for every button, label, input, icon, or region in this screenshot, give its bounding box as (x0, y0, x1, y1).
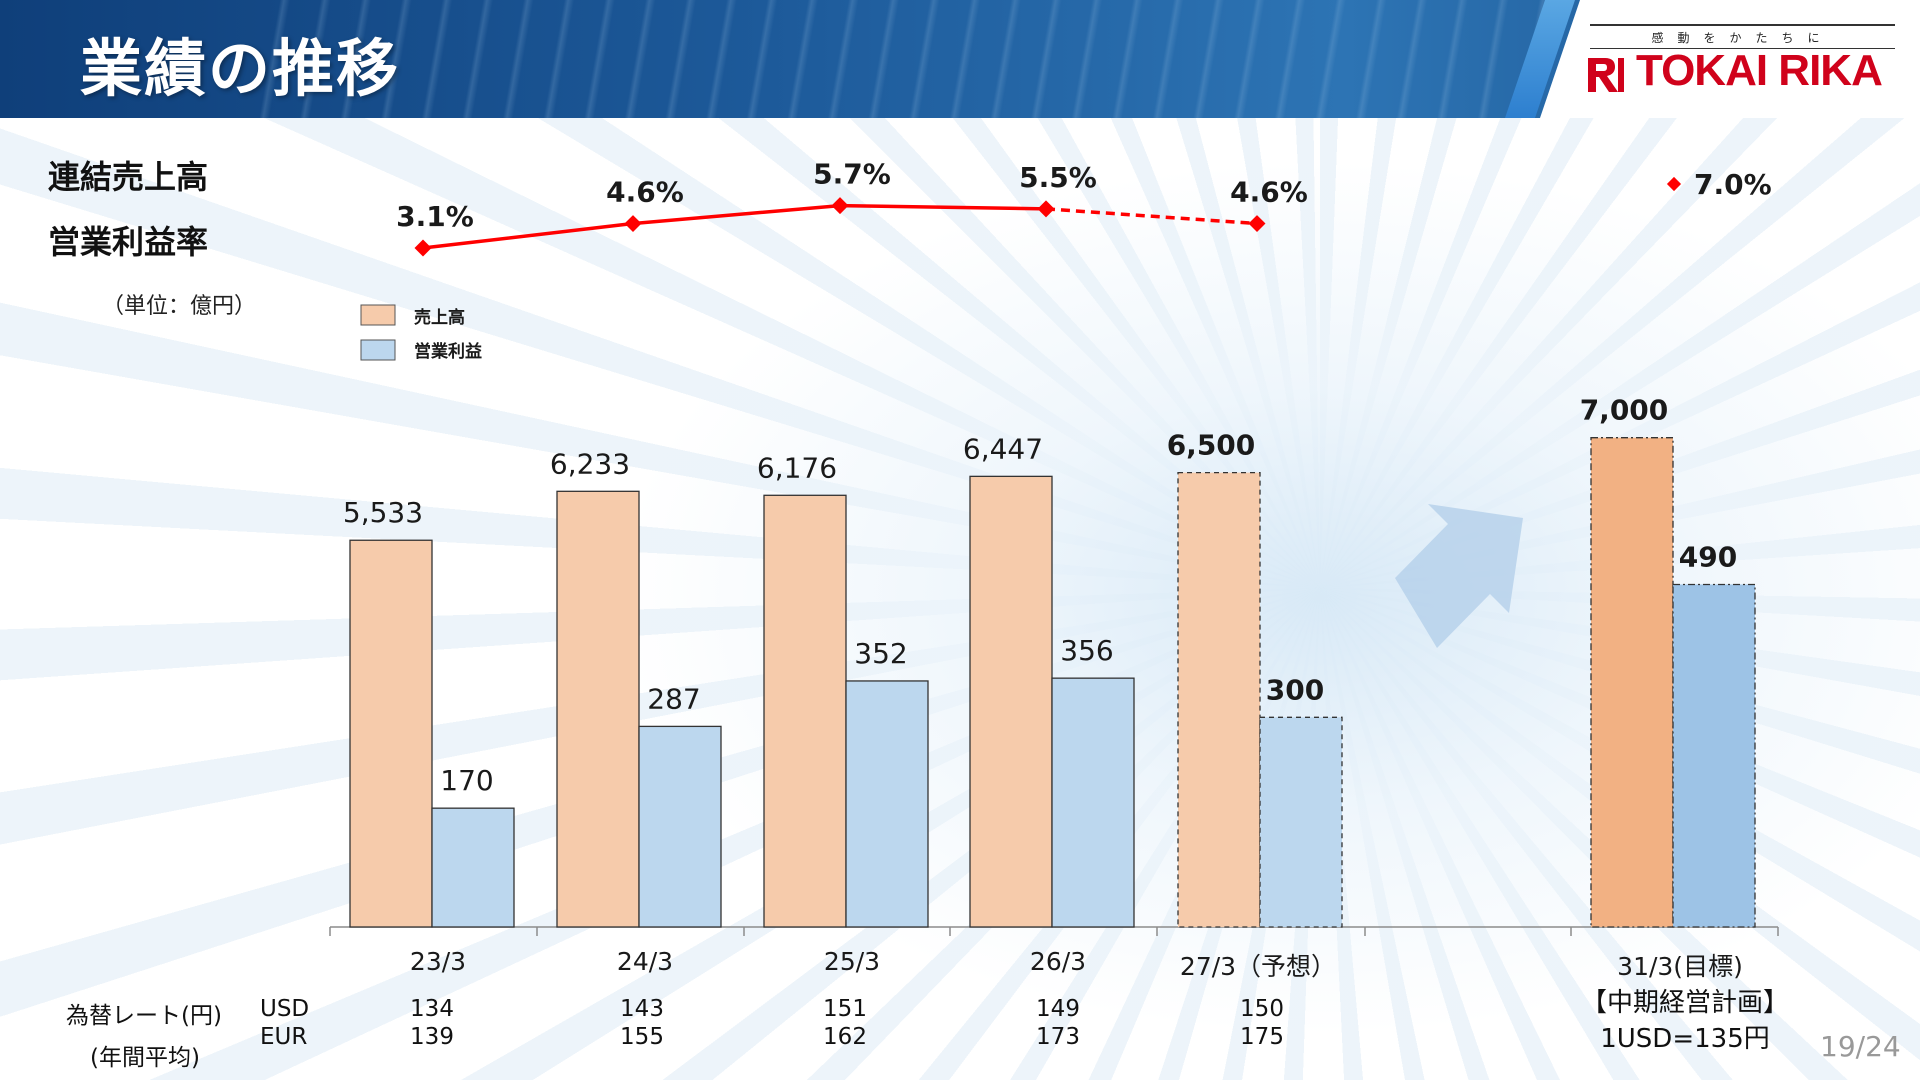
sales-side-title: 連結売上高 (48, 158, 209, 196)
fx-eur-value: 175 (1240, 1024, 1284, 1050)
fx-usd-label: USD (260, 996, 310, 1022)
margin-point (831, 197, 849, 215)
op-profit-value-label: 287 (647, 682, 700, 715)
sales-bar (556, 490, 640, 928)
op-profit-bar (1051, 677, 1135, 928)
fx-usd-value: 134 (410, 996, 454, 1022)
margin-point (1037, 200, 1055, 218)
sales-value-label: 6,176 (757, 451, 837, 484)
brand-tagline: 感動をかたちに (1590, 24, 1895, 49)
legend-sales-label: 売上高 (414, 307, 465, 328)
unit-label: （単位：億円） (102, 294, 257, 319)
legend-op-profit-label: 営業利益 (414, 341, 482, 362)
legend-sales-swatch (360, 304, 396, 326)
category-label: 26/3 (1030, 947, 1086, 976)
mid-term-plan-fx: 1USD=135円 (1600, 1024, 1770, 1054)
fx-eur-value: 155 (620, 1024, 664, 1050)
fx-usd-value: 150 (1240, 996, 1284, 1022)
category-label: 27/3（予想） (1180, 952, 1336, 981)
op-profit-bar (638, 725, 722, 928)
mid-term-plan-note: 【中期経営計画】 1USD=135円 (1565, 985, 1805, 1057)
margin-value-label: 5.7% (813, 158, 891, 191)
page-number: 19/24 (1820, 1030, 1901, 1063)
fx-usd-value: 149 (1036, 996, 1080, 1022)
sales-bar (1177, 471, 1261, 928)
sales-value-label: 6,447 (963, 432, 1043, 465)
margin-point (624, 215, 642, 233)
margin-line-actual (422, 203, 1047, 250)
margin-line-forecast (1045, 207, 1258, 226)
category-label: 25/3 (824, 947, 880, 976)
margin-target-point (1666, 176, 1682, 192)
sales-bar (763, 494, 847, 928)
op-profit-value-label: 300 (1266, 673, 1324, 706)
sales-bar (349, 539, 433, 928)
margin-value-label: 4.6% (1230, 176, 1308, 209)
trend-arrow-icon (1395, 504, 1523, 648)
fx-usd-value: 151 (823, 996, 867, 1022)
title-bar-streaks (260, 0, 1560, 118)
fx-usd-value: 143 (620, 996, 664, 1022)
fx-title: 為替レート(円) (66, 1003, 222, 1029)
op-profit-value-label: 490 (1679, 540, 1737, 573)
fx-eur-value: 139 (410, 1024, 454, 1050)
brand-mark-icon (1588, 58, 1624, 92)
op-profit-value-label: 356 (1060, 634, 1113, 667)
margin-point (414, 239, 432, 257)
margin-value-label: 4.6% (606, 176, 684, 209)
margin-value-label: 5.5% (1019, 161, 1097, 194)
op-profit-bar (1259, 716, 1343, 928)
fx-eur-value: 173 (1036, 1024, 1080, 1050)
category-label: 31/3(目標) (1617, 952, 1743, 981)
op-profit-bar (845, 680, 929, 928)
page-title: 業績の推移 (80, 32, 401, 105)
fx-eur-label: EUR (260, 1024, 308, 1050)
category-label: 23/3 (410, 947, 466, 976)
legend-op-profit-swatch (360, 339, 396, 361)
sales-value-label: 6,500 (1167, 429, 1256, 462)
margin-value-label: 3.1% (396, 200, 474, 233)
op-profit-bar (1672, 583, 1756, 928)
category-label: 24/3 (617, 947, 673, 976)
sales-bar (969, 475, 1053, 928)
mid-term-plan-title: 【中期経営計画】 (1580, 988, 1789, 1018)
margin-point (1248, 215, 1266, 233)
op-profit-value-label: 352 (854, 637, 907, 670)
sales-value-label: 5,533 (343, 496, 423, 529)
fx-eur-value: 162 (823, 1024, 867, 1050)
brand-name: TOKAI RIKA (1636, 46, 1883, 95)
margin-target-label: 7.0% (1694, 168, 1772, 201)
fx-subtitle: (年間平均) (90, 1045, 200, 1071)
op-profit-value-label: 170 (440, 764, 493, 797)
margin-side-title: 営業利益率 (48, 223, 209, 261)
sales-bar (1590, 437, 1674, 928)
sales-value-label: 7,000 (1580, 394, 1669, 427)
op-profit-bar (431, 807, 515, 928)
sales-value-label: 6,233 (550, 447, 630, 480)
